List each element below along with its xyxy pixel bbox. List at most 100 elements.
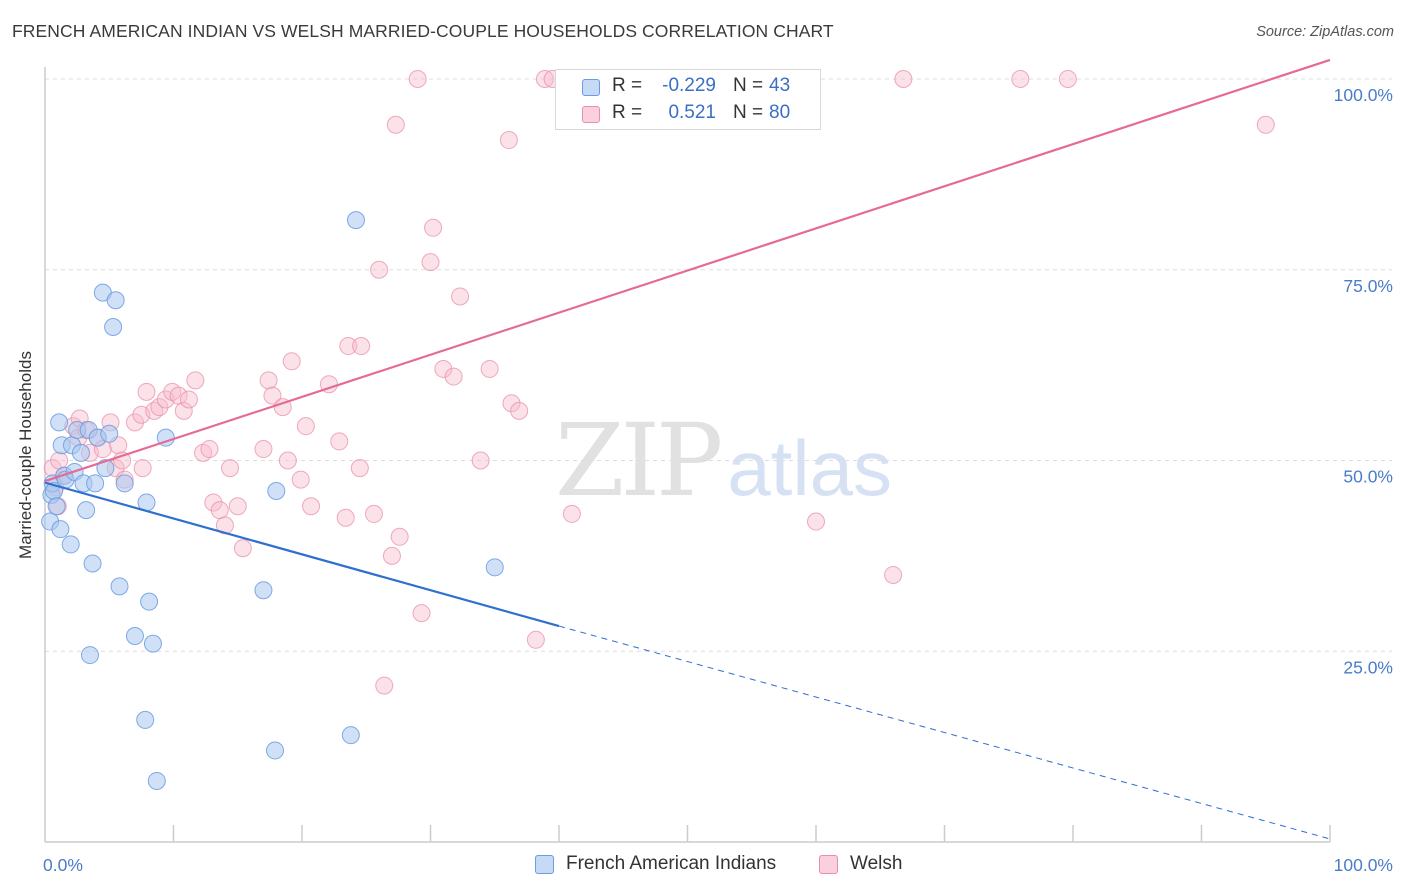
french-american-indian-point — [267, 482, 286, 501]
welsh-point — [421, 253, 440, 272]
welsh-point — [263, 386, 282, 405]
legend-n-value: 43 — [769, 75, 791, 96]
welsh-point — [884, 565, 903, 584]
welsh-point — [282, 352, 301, 371]
welsh-point — [424, 218, 443, 237]
welsh-point — [412, 604, 431, 623]
welsh-trend-line — [44, 58, 1331, 483]
welsh-point — [434, 359, 453, 378]
welsh-point — [471, 451, 490, 470]
legend-r-label: R = — [612, 102, 643, 123]
french-american-indian-trend-line — [44, 481, 560, 628]
y-axis-label: Married-couple Households — [16, 351, 35, 559]
welsh-point — [480, 359, 499, 378]
legend-swatch-welsh — [819, 855, 838, 874]
french-american-indian-point — [71, 443, 90, 462]
french-american-indian-points — [41, 211, 504, 790]
french-american-indian-point — [51, 520, 70, 539]
french-american-indian-point — [266, 741, 285, 760]
legend-r-value: -0.229 — [662, 75, 716, 96]
welsh-point — [174, 401, 193, 420]
welsh-point — [210, 501, 229, 520]
series-legend: French American Indians Welsh — [0, 852, 1406, 878]
french-american-indian-point — [115, 474, 134, 493]
welsh-point — [562, 504, 581, 523]
y-tick-label: 100.0% — [1334, 85, 1393, 105]
axes — [44, 67, 1331, 843]
welsh-point — [228, 497, 247, 516]
welsh-point — [259, 371, 278, 390]
french-american-indian-point — [47, 497, 66, 516]
y-tick-label: 50.0% — [1343, 467, 1393, 487]
welsh-point — [352, 337, 371, 356]
welsh-point — [499, 131, 518, 150]
french-american-indian-point — [86, 474, 105, 493]
legend-swatch-pink — [582, 106, 600, 123]
welsh-point — [301, 497, 320, 516]
welsh-point — [370, 260, 389, 279]
y-tick-label: 75.0% — [1343, 276, 1393, 296]
welsh-point — [179, 390, 198, 409]
welsh-point — [1058, 70, 1077, 88]
x-tick-label-max: 100.0% — [1334, 855, 1393, 875]
welsh-point — [221, 459, 240, 478]
legend-n-value: 80 — [769, 102, 791, 123]
welsh-point — [336, 508, 355, 527]
welsh-point — [330, 432, 349, 451]
legend-n-label: N = — [733, 102, 764, 123]
welsh-point — [1011, 70, 1030, 88]
welsh-point — [386, 115, 405, 134]
welsh-point — [296, 417, 315, 436]
legend-n-label: N = — [733, 75, 764, 96]
french-american-indian-point — [147, 771, 166, 790]
welsh-point — [535, 70, 554, 88]
legend-swatch-french-american-indians — [535, 855, 554, 874]
french-american-indian-point — [104, 317, 123, 336]
source-credit: Source: ZipAtlas.com — [1256, 24, 1394, 40]
french-american-indian-point — [254, 581, 273, 600]
welsh-point — [133, 459, 152, 478]
welsh-point — [451, 287, 470, 306]
french-american-indian-point — [83, 554, 102, 573]
legend-label-french-american-indians: French American Indians — [566, 853, 777, 874]
welsh-point — [1256, 115, 1275, 134]
welsh-point — [339, 337, 358, 356]
welsh-point — [510, 401, 529, 420]
welsh-point — [233, 539, 252, 558]
french-american-indian-point — [96, 459, 115, 478]
legend-row-french-american-indians: R = -0.229 N = 43 — [556, 73, 820, 101]
welsh-point — [364, 504, 383, 523]
french-american-indian-point — [50, 413, 69, 432]
french-american-indian-point — [341, 726, 360, 745]
welsh-point — [150, 398, 169, 417]
welsh-point — [278, 451, 297, 470]
french-american-indian-point — [485, 558, 504, 577]
legend-r-label: R = — [612, 75, 643, 96]
welsh-point — [526, 630, 545, 649]
welsh-points — [43, 70, 1275, 695]
welsh-point — [137, 382, 156, 401]
x-tick-label-min: 0.0% — [43, 855, 83, 875]
french-american-indian-point — [136, 710, 155, 729]
french-american-indian-point — [100, 424, 119, 443]
french-american-indian-point — [346, 211, 365, 230]
french-american-indian-point — [106, 291, 125, 310]
welsh-point — [408, 70, 427, 88]
correlation-legend: R = -0.229 N = 43 R = 0.521 N = 80 — [555, 69, 821, 130]
french-american-indian-trend-extension — [558, 625, 1331, 840]
welsh-point — [291, 470, 310, 489]
welsh-point — [50, 451, 69, 470]
welsh-point — [254, 440, 273, 459]
welsh-point — [375, 676, 394, 695]
legend-label-welsh: Welsh — [850, 853, 903, 874]
welsh-point — [502, 394, 521, 413]
welsh-point — [444, 367, 463, 386]
welsh-point — [200, 440, 219, 459]
y-tick-label: 25.0% — [1343, 657, 1393, 677]
welsh-point — [204, 493, 223, 512]
welsh-point — [382, 546, 401, 565]
welsh-point — [807, 512, 825, 531]
welsh-point — [350, 459, 369, 478]
legend-swatch-blue — [582, 79, 600, 96]
